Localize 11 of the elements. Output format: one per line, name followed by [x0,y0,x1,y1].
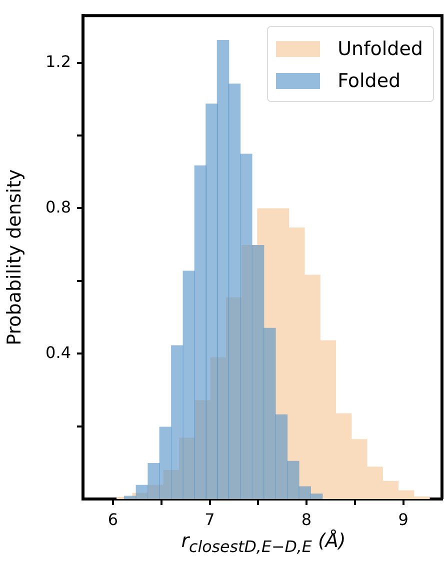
x-tick-label: 7 [204,510,215,529]
x-tick-label: 9 [398,510,408,529]
y-tick-label: 1.2 [46,52,71,72]
legend-label: Unfolded [338,38,423,60]
y-tick-label: 0.4 [46,342,71,362]
x-tick-label: 8 [301,510,312,529]
x-axis-title: r$_{closest}$$_{D,E−D,E}$ (Å) [181,530,346,556]
y-axis-title: Probability density [3,169,26,346]
y-tick-label: 0.8 [46,197,71,216]
legend-label: Folded [338,70,401,92]
x-tick-label: 6 [108,510,118,529]
